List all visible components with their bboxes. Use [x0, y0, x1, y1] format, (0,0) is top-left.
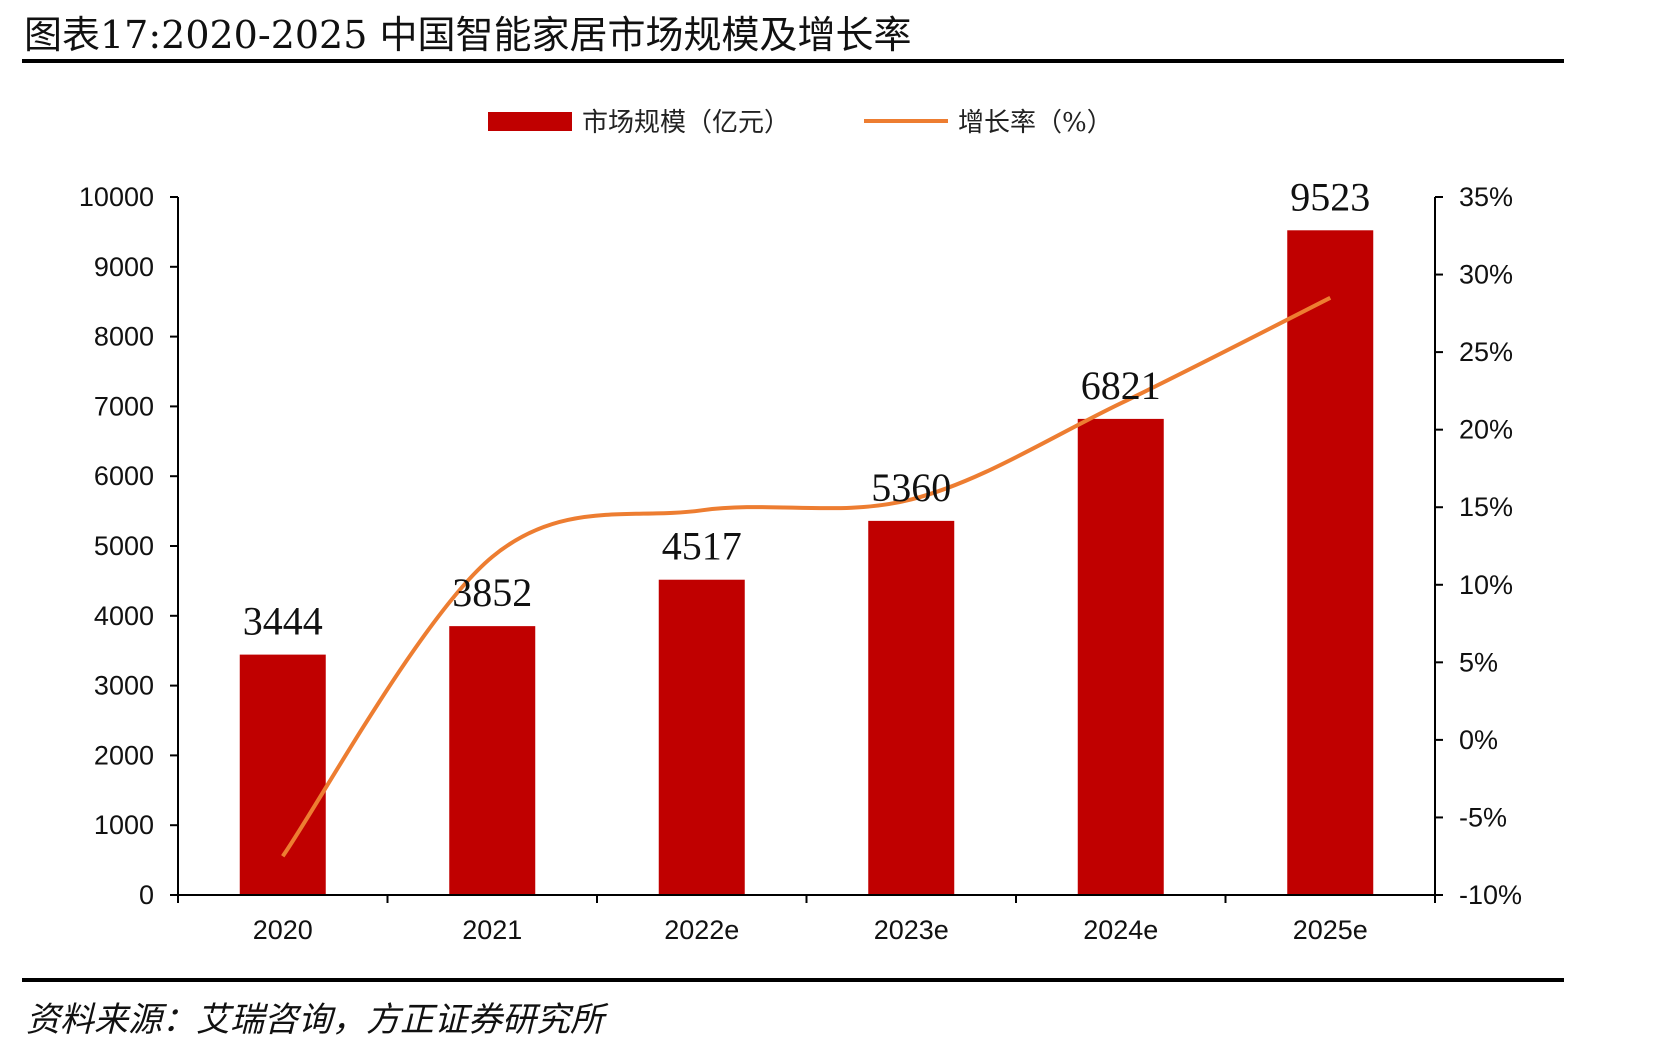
bar-2020 [239, 654, 326, 895]
right-tick-label: 30% [1459, 260, 1513, 290]
right-tick-label: 5% [1459, 647, 1498, 677]
legend-line-label: 增长率（%） [958, 108, 1113, 138]
title-divider [22, 59, 1564, 63]
bar-2022e [658, 579, 745, 895]
x-tick-label: 2021 [462, 915, 522, 945]
source-divider [22, 978, 1564, 982]
bar-series [239, 230, 1374, 895]
bar-value-label: 4517 [662, 524, 742, 569]
left-tick-label: 9000 [94, 252, 154, 282]
axes: 0 1000 2000 3000 4000 5000 6000 7000 8000 9000 100… [79, 182, 1522, 945]
bar-value-label: 6821 [1081, 363, 1161, 408]
right-tick-label: 15% [1459, 492, 1513, 522]
left-tick-label: 3000 [94, 671, 154, 701]
right-tick-label: -10% [1459, 880, 1522, 910]
right-tick-label: 0% [1459, 725, 1498, 755]
bar-value-label: 3852 [452, 570, 532, 615]
x-tick-label: 2024e [1083, 915, 1158, 945]
bar-value-label: 3444 [243, 599, 323, 644]
right-tick-label: 35% [1459, 182, 1513, 212]
bar-2023e [868, 520, 955, 895]
right-tick-label: 20% [1459, 415, 1513, 445]
bar-2024e [1077, 418, 1164, 895]
right-tick-label: 25% [1459, 337, 1513, 367]
x-tick-label: 2025e [1293, 915, 1368, 945]
left-tick-label: 7000 [94, 391, 154, 421]
source-note: 资料来源：艾瑞咨询，方正证券研究所 [26, 1000, 604, 1040]
bar-value-label: 5360 [871, 465, 951, 510]
data-labels: 3444 3852 4517 5360 6821 9523 [243, 174, 1371, 643]
growth-line-series [281, 296, 1332, 858]
left-tick-label: 5000 [94, 531, 154, 561]
left-tick-label: 6000 [94, 461, 154, 491]
x-tick-label: 2022e [664, 915, 739, 945]
figure-title: 图表17:2020-2025 中国智能家居市场规模及增长率 [24, 13, 912, 57]
left-tick-label: 2000 [94, 740, 154, 770]
legend-bar-swatch [488, 112, 572, 131]
x-tick-label: 2023e [874, 915, 949, 945]
x-tick-label: 2020 [253, 915, 313, 945]
left-tick-label: 8000 [94, 322, 154, 352]
left-tick-label: 0 [139, 880, 154, 910]
legend: 市场规模（亿元） 增长率（%） [488, 108, 1113, 138]
left-tick-label: 10000 [79, 182, 154, 212]
growth-rate-line [281, 296, 1332, 858]
right-tick-label: 10% [1459, 570, 1513, 600]
bar-2021 [449, 626, 536, 895]
left-tick-label: 1000 [94, 810, 154, 840]
chart: 市场规模（亿元） 增长率（%） 0 1000 2000 3000 4000 5000 6000… [79, 108, 1522, 945]
legend-bar-label: 市场规模（亿元） [582, 108, 790, 138]
bar-2025e [1287, 230, 1374, 895]
left-tick-label: 4000 [94, 601, 154, 631]
bar-value-label: 9523 [1290, 174, 1370, 219]
right-tick-label: -5% [1459, 802, 1507, 832]
